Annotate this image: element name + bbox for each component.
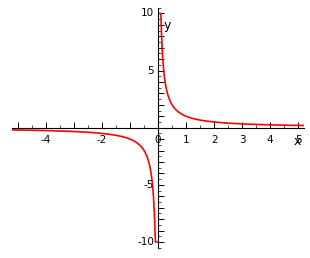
Text: 10: 10 (141, 9, 154, 19)
Text: x: x (294, 135, 301, 148)
Text: y: y (163, 19, 170, 32)
Text: 4: 4 (267, 135, 273, 144)
Text: -5: -5 (144, 180, 154, 190)
Text: -10: -10 (137, 237, 154, 247)
Text: 2: 2 (211, 135, 217, 144)
Text: 5: 5 (295, 135, 302, 144)
Text: 5: 5 (147, 66, 154, 76)
Text: -4: -4 (41, 135, 51, 144)
Text: 1: 1 (183, 135, 189, 144)
Text: -2: -2 (97, 135, 107, 144)
Text: 0: 0 (155, 135, 161, 144)
Text: 3: 3 (239, 135, 246, 144)
